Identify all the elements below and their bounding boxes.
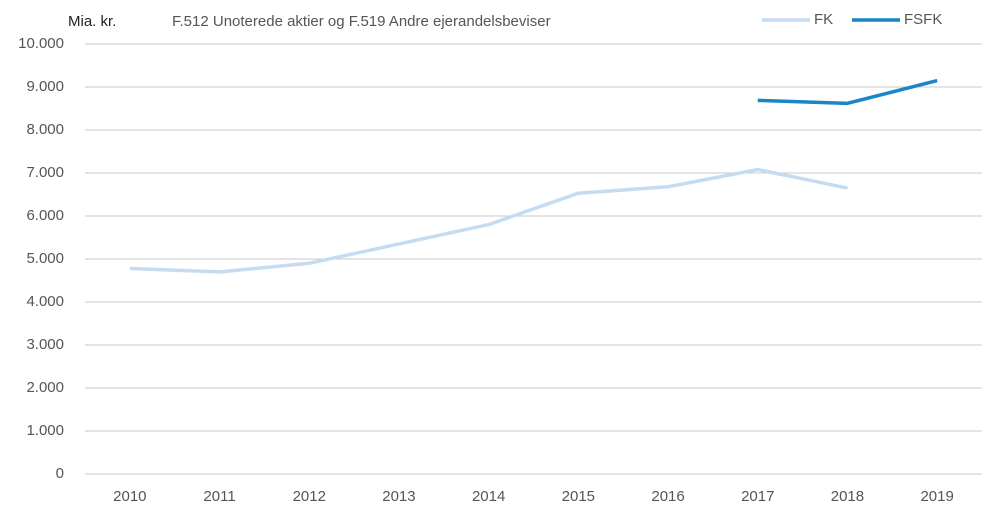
x-tick-label: 2017 bbox=[741, 488, 774, 505]
x-tick-label: 2019 bbox=[920, 488, 953, 505]
y-tick-label: 5.000 bbox=[26, 250, 64, 267]
legend-label: FK bbox=[814, 11, 833, 28]
y-tick-label: 7.000 bbox=[26, 164, 64, 181]
x-tick-label: 2015 bbox=[562, 488, 595, 505]
y-tick-label: 0 bbox=[56, 465, 64, 482]
x-tick-label: 2010 bbox=[113, 488, 146, 505]
x-tick-label: 2018 bbox=[831, 488, 864, 505]
y-tick-label: 10.000 bbox=[18, 35, 64, 52]
x-tick-label: 2012 bbox=[293, 488, 326, 505]
x-tick-label: 2016 bbox=[651, 488, 684, 505]
y-axis-label: Mia. kr. bbox=[68, 13, 116, 30]
y-tick-label: 6.000 bbox=[26, 207, 64, 224]
y-tick-label: 2.000 bbox=[26, 379, 64, 396]
y-tick-label: 4.000 bbox=[26, 293, 64, 310]
y-tick-label: 3.000 bbox=[26, 336, 64, 353]
y-tick-label: 9.000 bbox=[26, 78, 64, 95]
x-tick-label: 2011 bbox=[203, 488, 235, 505]
chart-title: F.512 Unoterede aktier og F.519 Andre ej… bbox=[172, 13, 551, 30]
legend-label: FSFK bbox=[904, 11, 942, 28]
x-tick-label: 2013 bbox=[382, 488, 415, 505]
data-line bbox=[129, 167, 848, 274]
x-tick-label: 2014 bbox=[472, 488, 505, 505]
y-tick-label: 1.000 bbox=[26, 422, 64, 439]
y-tick-label: 8.000 bbox=[26, 121, 64, 138]
data-line bbox=[757, 78, 938, 106]
